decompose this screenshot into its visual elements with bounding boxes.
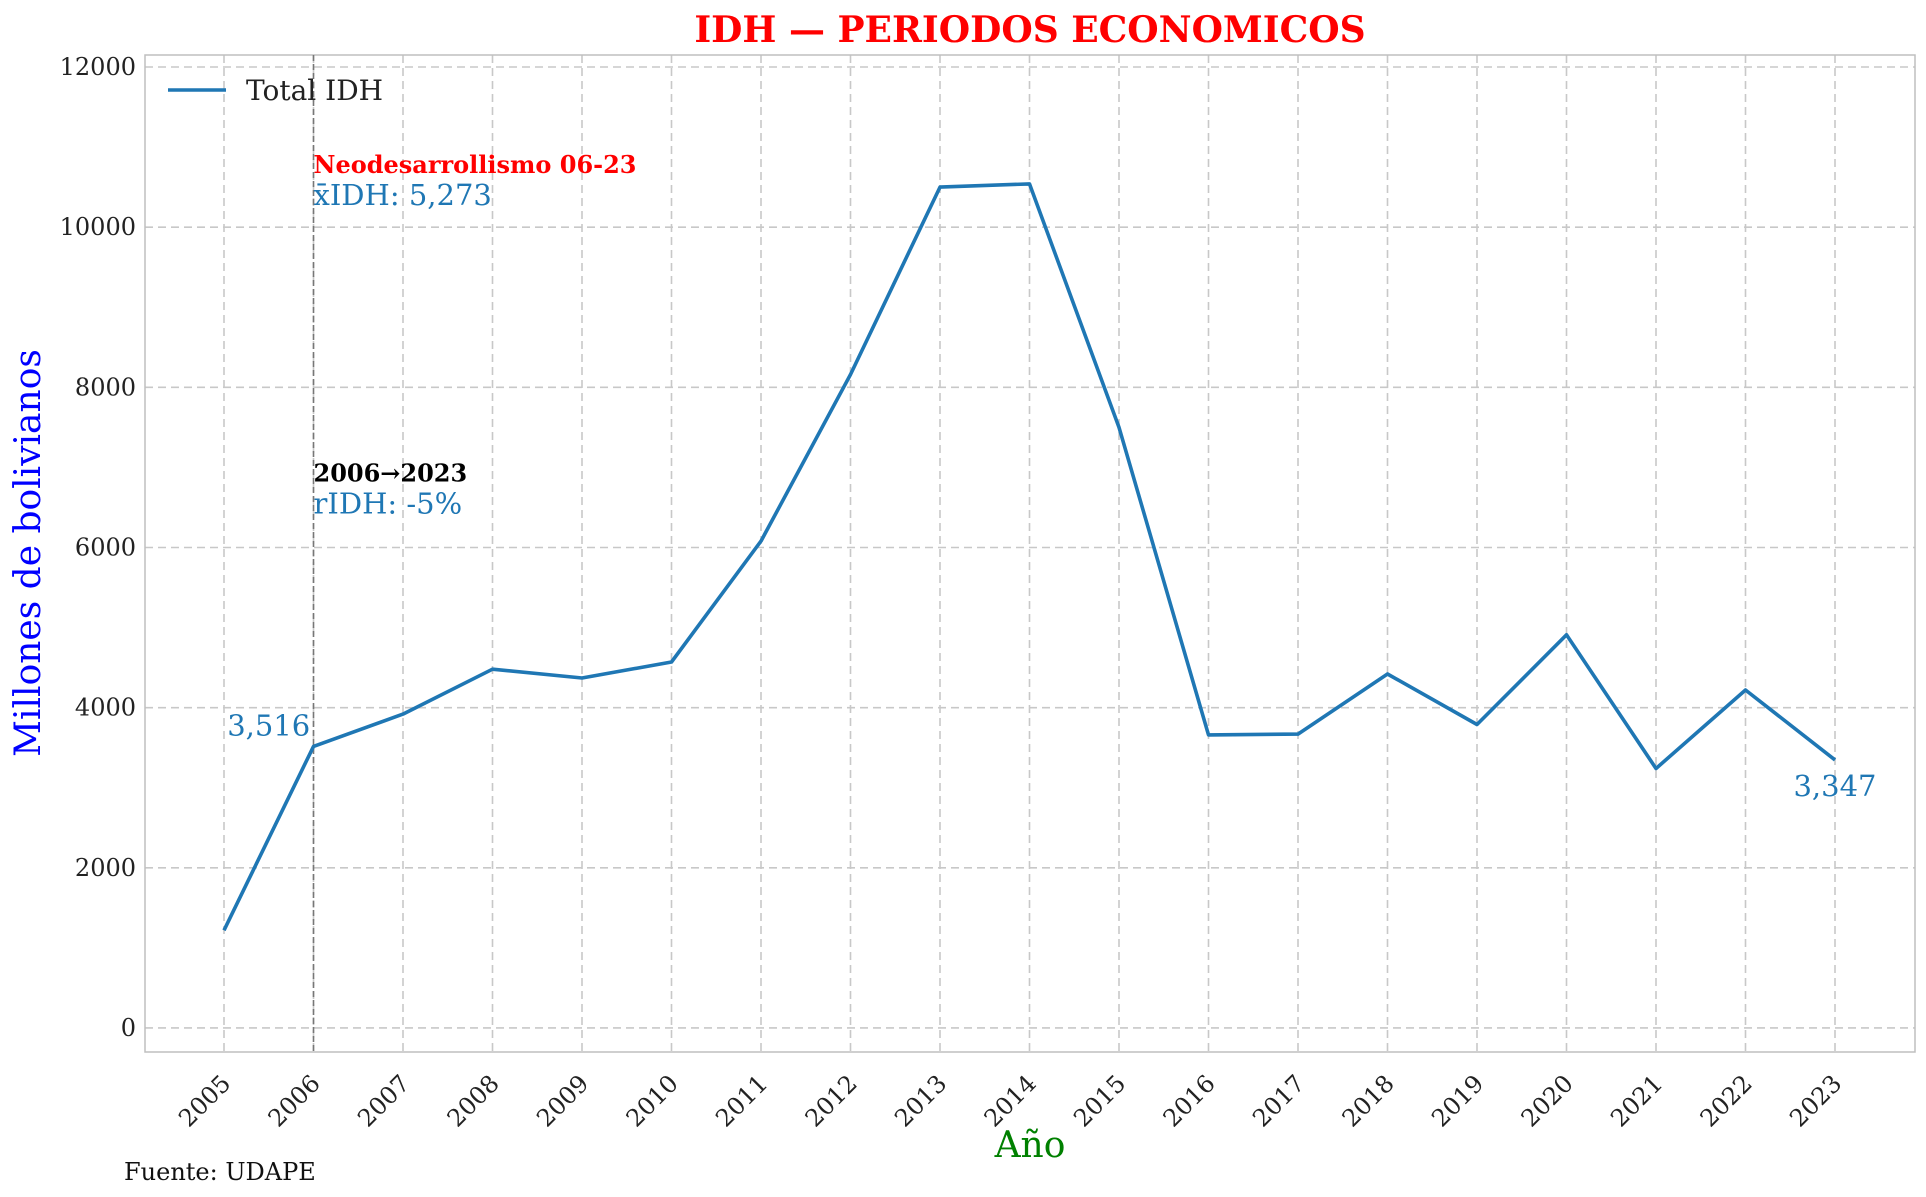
x-tick-label: 2020 [1516, 1069, 1579, 1132]
start-value-label: 3,516 [227, 708, 310, 742]
x-tick-label: 2019 [1426, 1069, 1489, 1132]
x-tick-label: 2006 [263, 1069, 326, 1132]
x-tick-label: 2014 [979, 1069, 1042, 1132]
legend-entry-total-idh: Total IDH [246, 74, 383, 107]
x-tick-label: 2009 [531, 1069, 594, 1132]
y-axis-title: Millones de bolivianos [8, 349, 49, 757]
x-tick-label: 2018 [1337, 1069, 1400, 1132]
growth-period-label: 2006→2023 [314, 458, 468, 487]
plot-frame [144, 54, 1916, 1053]
legend: Total IDH [168, 74, 383, 107]
x-tick-label: 2013 [889, 1069, 952, 1132]
x-tick-label: 2021 [1605, 1069, 1668, 1132]
y-tick-label: 2000 [75, 854, 136, 882]
mean-label: x̄IDH: 5,273 [314, 178, 492, 212]
x-tick-label: 2015 [1068, 1069, 1131, 1132]
x-tick-label: 2007 [352, 1069, 415, 1132]
y-tick-labels: 0 2000 4000 6000 8000 10000 12000 [60, 53, 136, 1042]
y-tick-label: 10000 [60, 213, 136, 241]
growth-label: rIDH: -5% [314, 486, 463, 520]
x-tick-label: 2005 [173, 1069, 236, 1132]
y-tick-label: 12000 [60, 53, 136, 81]
source-note: Fuente: UDAPE [124, 1158, 316, 1186]
x-tick-label: 2010 [621, 1069, 684, 1132]
y-tick-label: 6000 [75, 533, 136, 561]
end-value-label: 3,347 [1793, 769, 1876, 803]
chart-title: IDH — PERIODOS ECONOMICOS [694, 9, 1365, 51]
x-tick-label: 2023 [1784, 1069, 1847, 1132]
y-tick-label: 0 [121, 1014, 136, 1042]
x-axis-title: Año [994, 1125, 1066, 1166]
period-label: Neodesarrollismo 06-23 [314, 150, 637, 179]
series-line-total-idh [222, 182, 1837, 932]
x-tick-label: 2017 [1247, 1069, 1310, 1132]
y-tick-label: 8000 [75, 373, 136, 401]
x-tick-label: 2022 [1695, 1069, 1758, 1132]
y-tick-label: 4000 [75, 694, 136, 722]
x-tick-label: 2012 [800, 1069, 863, 1132]
x-tick-label: 2016 [1158, 1069, 1221, 1132]
x-tick-label: 2011 [710, 1069, 773, 1132]
x-tick-label: 2008 [442, 1069, 505, 1132]
x-tick-labels: 2005 2006 2007 2008 2009 2010 2011 2012 2013 2014… [173, 1069, 1847, 1132]
